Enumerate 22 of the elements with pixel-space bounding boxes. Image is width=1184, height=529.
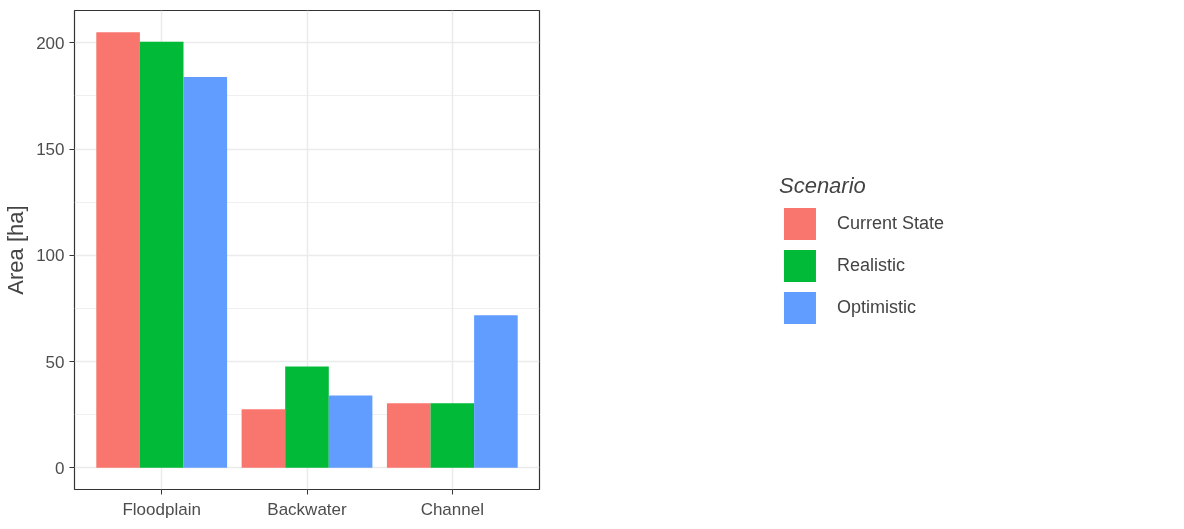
bar (96, 32, 140, 468)
bar (285, 366, 329, 468)
legend-title: Scenario (778, 172, 867, 198)
legend-label: Current State (836, 212, 945, 234)
y-tick-label: 200 (36, 33, 65, 53)
y-tick-label: 0 (55, 458, 65, 478)
bar (474, 315, 518, 468)
bar (241, 409, 286, 468)
y-tick-label: 50 (45, 352, 65, 372)
x-tick-label: Channel (420, 499, 484, 519)
x-tick-label: Backwater (267, 499, 348, 519)
legend-label: Optimistic (836, 296, 916, 318)
legend-label: Realistic (836, 254, 905, 276)
y-tick-label: 150 (36, 140, 65, 160)
bar (386, 403, 431, 468)
bar (139, 41, 184, 468)
y-tick-label: 100 (36, 246, 65, 266)
x-tick-label: Floodplain (122, 499, 201, 519)
bar (183, 76, 228, 468)
bar (328, 395, 373, 468)
bar (430, 403, 475, 468)
y-axis-title: Area [ha] (3, 205, 29, 295)
